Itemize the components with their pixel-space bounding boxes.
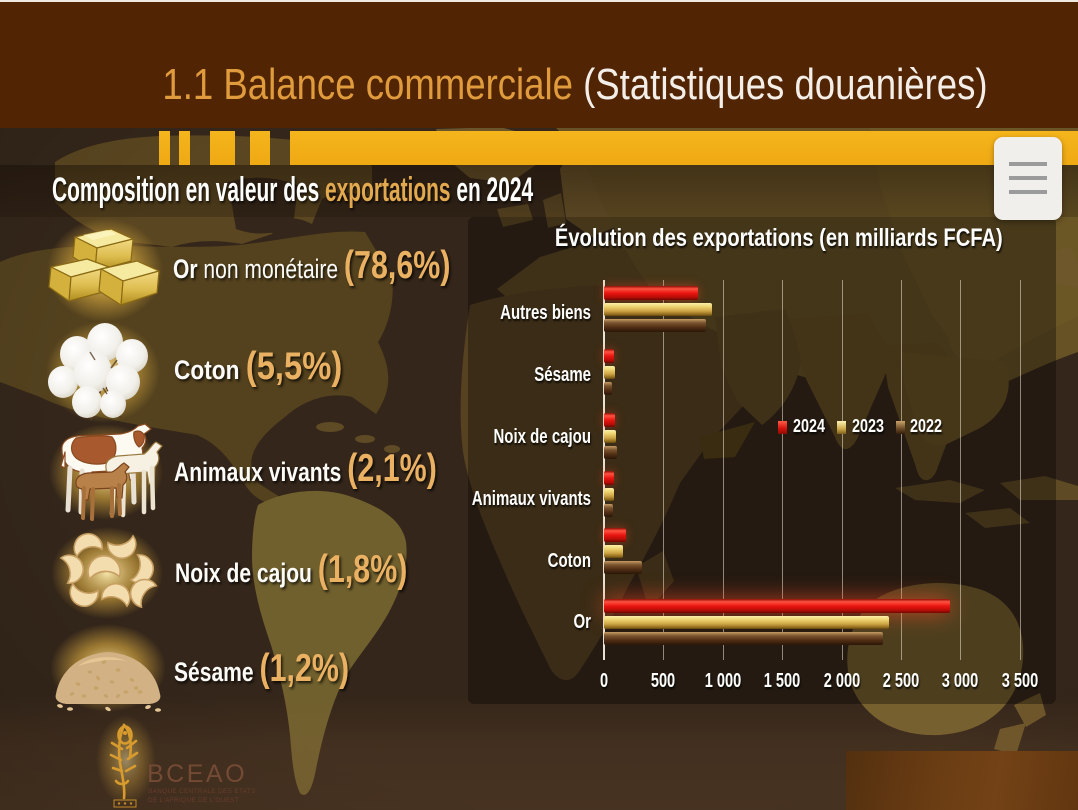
svg-text:BCEAO: BCEAO	[147, 760, 247, 788]
svg-text:BANQUE CENTRALE DES ETATS: BANQUE CENTRALE DES ETATS	[148, 788, 256, 795]
svg-text:DE L'AFRIQUE DE L'OUEST: DE L'AFRIQUE DE L'OUEST	[148, 797, 239, 804]
